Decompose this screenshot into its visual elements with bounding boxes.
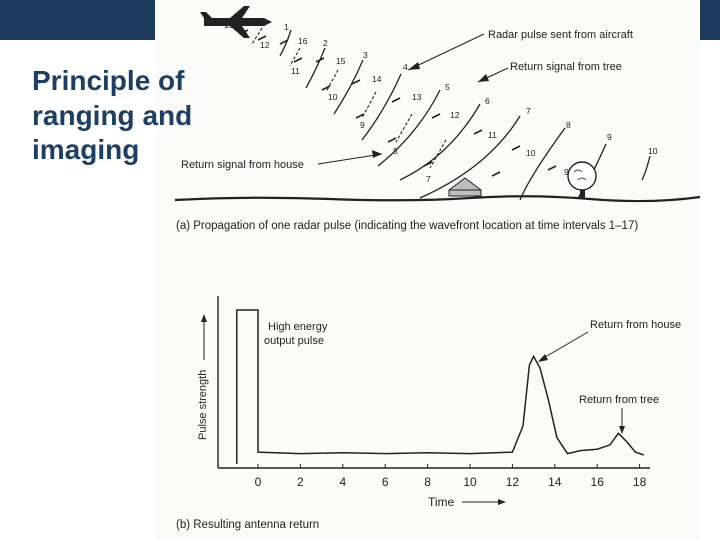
return-number: 17 xyxy=(258,18,268,28)
wavefront-number: 8 xyxy=(566,120,571,130)
wavefront-number: 5 xyxy=(445,82,450,92)
return-number: 8 xyxy=(393,146,398,156)
wavefront-group xyxy=(279,29,651,201)
slide-title: Principle of ranging and imaging xyxy=(32,65,193,166)
wavefront-number: 4 xyxy=(403,62,408,72)
x-tick-label: 10 xyxy=(463,475,477,489)
return-number: 10 xyxy=(328,92,338,102)
return-number: 7 xyxy=(426,174,431,184)
return-number: 9 xyxy=(360,120,365,130)
x-tick-label: 14 xyxy=(548,475,562,489)
return-number: 9 xyxy=(564,167,569,177)
figure-b-caption: (b) Resulting antenna return xyxy=(176,519,319,531)
wavefront-numbers: 1 2 3 4 5 6 7 8 9 10 xyxy=(284,22,658,156)
x-tick-label: 16 xyxy=(591,475,605,489)
tree-icon xyxy=(567,161,597,198)
x-tick-label: 0 xyxy=(255,475,262,489)
x-ticks: 0 2 4 6 8 10 12 14 16 18 xyxy=(255,464,647,489)
return-house-label: Return signal from house xyxy=(181,159,304,171)
return-tree-arrowhead xyxy=(619,426,625,434)
return-number: 15 xyxy=(336,56,346,66)
return-number: 10 xyxy=(526,148,536,158)
wavefront-number: 9 xyxy=(607,132,612,142)
return-number: 13 xyxy=(224,20,234,30)
label-arrows xyxy=(317,33,509,165)
wavefront-number: 2 xyxy=(323,38,328,48)
wavefront-number: 3 xyxy=(363,50,368,60)
x-tick-label: 4 xyxy=(339,475,346,489)
figure-background xyxy=(155,0,700,540)
radar-pulse-label: Radar pulse sent from aircraft xyxy=(488,29,633,41)
return-house-arrowhead xyxy=(538,354,548,362)
x-tick-label: 8 xyxy=(424,475,431,489)
x-tick-label: 2 xyxy=(297,475,304,489)
return-ticks xyxy=(239,27,557,177)
return-numbers: 17 12 16 11 15 10 14 9 13 8 12 7 11 10 9… xyxy=(224,18,569,184)
output-pulse-label-line-2: output pulse xyxy=(264,335,324,347)
y-axis-arrowhead xyxy=(201,314,207,322)
x-axis-arrowhead xyxy=(498,499,506,505)
house-icon xyxy=(448,177,482,197)
output-pulse-label-line-1: High energy xyxy=(268,321,328,333)
output-pulse-label: High energy output pulse xyxy=(264,321,330,347)
x-axis-title: Time xyxy=(428,495,455,509)
x-tick-label: 6 xyxy=(382,475,389,489)
return-house-peak-label: Return from house xyxy=(590,319,681,331)
return-house-arrow xyxy=(539,331,589,361)
return-number: 12 xyxy=(260,40,270,50)
x-tick-label: 12 xyxy=(506,475,520,489)
return-number: 12 xyxy=(450,110,460,120)
figure-a-caption: (a) Propagation of one radar pulse (indi… xyxy=(176,220,638,232)
return-tree-label: Return signal from tree xyxy=(510,61,622,73)
return-tree-peak-label: Return from tree xyxy=(579,394,659,406)
aircraft-icon xyxy=(200,6,272,38)
wavefront-number: 1 xyxy=(284,22,289,32)
ground-line xyxy=(174,195,701,203)
return-number: 13 xyxy=(412,92,422,102)
return-number: 14 xyxy=(372,74,382,84)
return-number: 11 xyxy=(291,66,300,76)
return-number: 11 xyxy=(488,130,497,140)
x-tick-label: 18 xyxy=(633,475,647,489)
wavefront-number: 10 xyxy=(648,146,658,156)
y-axis-title: Pulse strength xyxy=(197,370,209,440)
antenna-return-chart: Pulse strength Time 0 2 4 6 8 10 12 14 16 18 High… xyxy=(197,296,681,509)
return-number: 16 xyxy=(298,36,308,46)
wavefront-number: 6 xyxy=(485,96,490,106)
wavefront-number: 7 xyxy=(526,106,531,116)
pulse-trace-line xyxy=(236,309,645,464)
